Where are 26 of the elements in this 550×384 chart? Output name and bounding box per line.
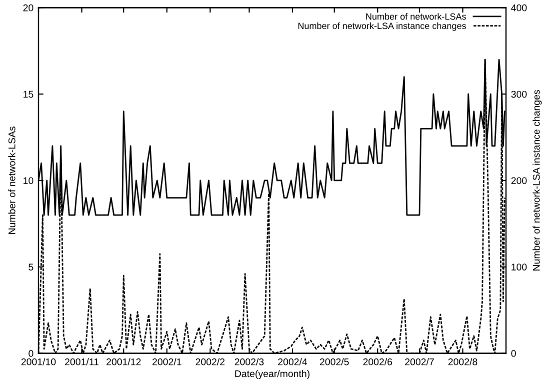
legend-label: Number of network-LSAs — [366, 13, 466, 20]
x-tick-label: 2002/8 — [448, 358, 478, 366]
y-tick-label: 15 — [24, 90, 34, 98]
x-tick-label: 2002/5 — [320, 358, 349, 366]
x-tick-label: 2002/1 — [152, 358, 182, 366]
x-tick-label: 2002/2 — [196, 358, 225, 366]
y2-tick-label: 0 — [511, 350, 516, 357]
y-tick-label: 20 — [23, 4, 34, 12]
y2-tick-label: 200 — [511, 177, 527, 184]
x-tick-label: 2002/6 — [363, 358, 392, 366]
y2-tick-label: 100 — [512, 264, 527, 270]
x-tick-label: 2002/7 — [405, 358, 434, 366]
y2-tick-label: 400 — [511, 4, 527, 12]
x-tick-label: 2001/12 — [106, 358, 141, 366]
y-tick-label: 10 — [24, 177, 34, 184]
y2-tick-label: 300 — [511, 90, 527, 98]
x-axis-title: Date(year/month) — [235, 370, 310, 380]
x-tick-label: 2001/11 — [65, 358, 98, 366]
x-tick-label: 2001/10 — [21, 358, 56, 366]
y-tick-label: 0 — [28, 350, 34, 357]
legend-label: Number of network-LSA instance changes — [298, 22, 466, 31]
x-tick-label: 2002/4 — [278, 358, 308, 366]
y-axis-title: Number of network-LSAs — [8, 126, 16, 234]
y2-axis-title: Number of network-LSA instance changes — [532, 90, 542, 270]
x-tick-label: 2002/3 — [234, 358, 264, 366]
y-tick-label: 5 — [28, 264, 34, 270]
